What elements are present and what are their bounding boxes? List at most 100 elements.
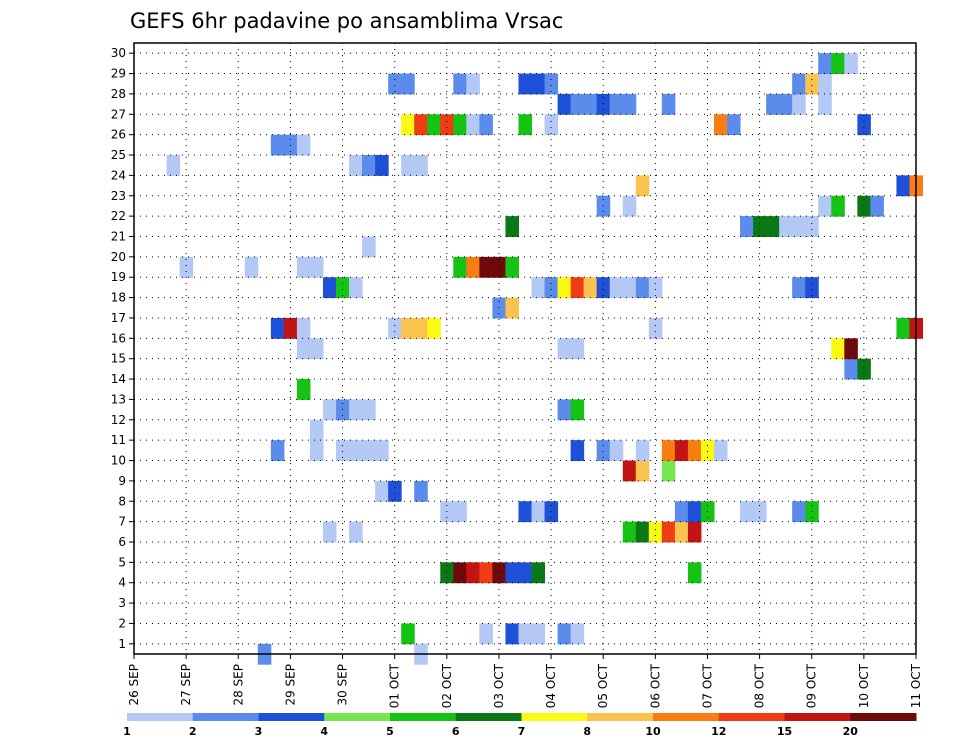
y-tick-label: 22: [111, 209, 126, 223]
heatmap-cell: [870, 195, 884, 217]
y-axis: 1234567891011121314151617181920212223242…: [111, 46, 134, 651]
y-tick-label: 19: [111, 270, 126, 284]
heatmap-cells: [166, 53, 924, 665]
heatmap-cell: [388, 73, 402, 95]
y-tick-label: 10: [111, 454, 126, 468]
heatmap-cell: [570, 623, 585, 645]
heatmap-cell: [401, 114, 415, 136]
heatmap-cell: [635, 440, 650, 462]
heatmap-cell: [818, 53, 832, 75]
colorbar-swatch: [324, 713, 391, 721]
heatmap-cell: [557, 277, 572, 299]
heatmap-cell: [453, 73, 467, 95]
heatmap-cell: [518, 73, 533, 95]
heatmap-cell: [322, 521, 337, 543]
heatmap-cell: [687, 501, 702, 523]
heatmap-cell: [596, 277, 611, 299]
heatmap-cell: [740, 501, 754, 523]
heatmap-cell: [831, 53, 845, 75]
heatmap-cell: [740, 216, 754, 237]
plot-frame: [133, 42, 917, 655]
heatmap-cell: [362, 236, 376, 258]
x-tick-label: 10 OCT: [857, 663, 871, 708]
heatmap-cell: [440, 562, 454, 584]
colorbar-label: 4: [320, 725, 328, 738]
heatmap-cell: [766, 93, 780, 115]
heatmap-cell: [401, 317, 415, 339]
heatmap-cell: [713, 114, 728, 136]
colorbar: 1 2 3 4 5 6 7 8 10 12 15 20: [123, 713, 917, 738]
heatmap-cell: [505, 562, 519, 584]
y-tick-label: 5: [118, 555, 126, 569]
colorbar-label: 3: [255, 725, 263, 738]
y-tick-label: 27: [111, 107, 126, 121]
heatmap-cell: [544, 114, 559, 136]
heatmap-cell: [622, 277, 637, 299]
heatmap-cell: [674, 521, 689, 543]
heatmap-cell: [648, 521, 663, 543]
colorbar-label: 20: [843, 725, 859, 738]
x-tick-label: 03 OCT: [492, 663, 506, 708]
heatmap-cell: [401, 155, 415, 176]
heatmap-cell: [309, 256, 324, 278]
y-tick-label: 20: [111, 250, 126, 264]
colorbar-label: 6: [452, 725, 460, 738]
heatmap-cell: [635, 521, 650, 543]
colorbar-swatch: [718, 713, 785, 721]
heatmap-cell: [700, 440, 715, 462]
heatmap-cell: [388, 317, 402, 339]
heatmap-cell: [622, 195, 637, 217]
heatmap-cell: [831, 195, 845, 217]
heatmap-cell: [766, 216, 780, 237]
heatmap-cell: [622, 460, 637, 482]
heatmap-cell: [401, 73, 415, 95]
heatmap-cell: [596, 93, 611, 115]
heatmap-cell: [414, 155, 428, 176]
heatmap-cell: [270, 134, 285, 156]
y-tick-label: 17: [111, 311, 126, 325]
colorbar-label: 15: [777, 725, 792, 738]
heatmap-cell: [661, 93, 676, 115]
heatmap-cell: [427, 317, 441, 339]
heatmap-cell: [818, 195, 832, 217]
heatmap-cell: [518, 501, 533, 523]
heatmap-cell: [557, 338, 572, 360]
y-tick-label: 23: [111, 189, 126, 203]
heatmap-cell: [414, 317, 428, 339]
heatmap-cell: [531, 73, 546, 95]
heatmap-cell: [779, 216, 793, 237]
colorbar-label: 8: [583, 725, 591, 738]
heatmap-cell: [479, 623, 493, 645]
heatmap-cell: [349, 440, 363, 462]
heatmap-cell: [713, 440, 728, 462]
heatmap-cell: [570, 440, 585, 462]
heatmap-cell: [596, 195, 611, 217]
x-tick-label: 08 OCT: [753, 663, 767, 708]
heatmap-cell: [518, 114, 533, 136]
heatmap-cell: [414, 114, 428, 136]
heatmap-cell: [362, 155, 376, 176]
heatmap-cell: [427, 114, 441, 136]
heatmap-cell: [296, 256, 311, 278]
colorbar-label: 12: [711, 725, 726, 738]
y-tick-label: 1: [118, 637, 126, 651]
heatmap-cell: [818, 73, 832, 95]
heatmap-cell: [622, 521, 637, 543]
y-tick-label: 16: [111, 331, 126, 345]
heatmap-cell: [661, 440, 676, 462]
heatmap-cell: [635, 277, 650, 299]
heatmap-cell: [336, 277, 350, 299]
heatmap-cell: [857, 114, 871, 136]
heatmap-cell: [270, 440, 285, 462]
colorbar-label: 2: [189, 725, 197, 738]
colorbar-label: 1: [123, 725, 131, 738]
heatmap-cell: [531, 277, 546, 299]
x-tick-label: 28 SEP: [231, 664, 245, 706]
y-tick-label: 3: [118, 596, 126, 610]
heatmap-cell: [349, 399, 363, 421]
heatmap-cell: [440, 114, 454, 136]
heatmap-cell: [453, 114, 467, 136]
heatmap-cell: [362, 440, 376, 462]
colorbar-swatch: [192, 713, 259, 721]
